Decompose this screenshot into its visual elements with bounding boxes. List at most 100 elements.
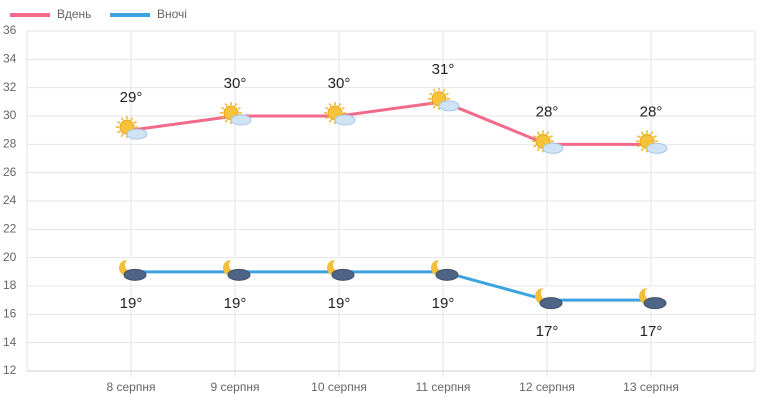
- sun-ray: [224, 119, 228, 123]
- cloud: [435, 268, 459, 281]
- data-label: 19°: [224, 295, 247, 312]
- sun-ray: [650, 131, 654, 135]
- sun-ray: [133, 121, 137, 124]
- sun-ray: [224, 103, 228, 107]
- data-label: 19°: [120, 295, 143, 312]
- weather-icon: [116, 116, 148, 140]
- data-label: 30°: [224, 75, 247, 92]
- moon-cut: [541, 286, 555, 301]
- data-label: 19°: [328, 295, 351, 312]
- y-tick-label: 34: [3, 52, 17, 66]
- cloud: [539, 297, 563, 310]
- y-tick-label: 30: [3, 108, 17, 122]
- data-label: 28°: [640, 103, 663, 120]
- sun-ray: [546, 131, 550, 135]
- sun-ray: [120, 133, 124, 138]
- sun-ray: [237, 106, 241, 110]
- cloud: [438, 100, 460, 112]
- sun-ray: [637, 144, 641, 148]
- y-tick-label: 26: [3, 165, 17, 179]
- sun-ray: [328, 119, 332, 123]
- sun-ray: [637, 135, 641, 138]
- sun-ray: [640, 147, 644, 152]
- x-tick-label: 9 серпня: [211, 380, 260, 394]
- sun-ray: [328, 103, 332, 107]
- sun-ray: [117, 130, 121, 134]
- y-tick-label: 32: [3, 80, 17, 94]
- sun-ray: [432, 105, 436, 109]
- x-tick-label: 8 серпня: [107, 380, 156, 394]
- moon-cut: [229, 257, 243, 272]
- moon-cut: [437, 257, 451, 272]
- series-line: [130, 100, 651, 146]
- cloud: [643, 297, 667, 310]
- sun-ray: [117, 121, 121, 124]
- weather-icon: [535, 286, 563, 310]
- x-tick-label: 12 серпня: [519, 380, 575, 394]
- sun-ray: [338, 103, 342, 107]
- sun-ray: [536, 131, 540, 135]
- x-tick-label: 11 серпня: [416, 380, 471, 394]
- data-label: 30°: [328, 75, 351, 92]
- sun-ray: [120, 117, 124, 121]
- data-label: 31°: [432, 61, 455, 78]
- moon-cut: [645, 286, 659, 301]
- cloud: [126, 128, 148, 140]
- sun-ray: [549, 135, 553, 138]
- sun-ray: [221, 116, 225, 120]
- series-line: [131, 270, 651, 302]
- sun-ray: [325, 106, 329, 110]
- data-label: 19°: [432, 295, 455, 312]
- sun-ray: [234, 103, 238, 107]
- sun-ray: [653, 135, 657, 138]
- sun-ray: [536, 147, 540, 152]
- cloud: [230, 114, 252, 126]
- cloud: [123, 268, 147, 281]
- weather-icon: [223, 257, 251, 281]
- weather-icon: [532, 130, 564, 154]
- weather-icon: [431, 257, 459, 281]
- weather-icon: [636, 130, 668, 154]
- y-tick-label: 12: [3, 363, 17, 377]
- sun-ray: [341, 106, 345, 110]
- sun-ray: [533, 144, 537, 148]
- weather-icon: [639, 286, 667, 310]
- y-tick-label: 20: [3, 250, 17, 264]
- x-tick-label: 13 серпня: [623, 380, 679, 394]
- moon-cut: [125, 257, 139, 272]
- sun-ray: [533, 135, 537, 138]
- weather-icon: [327, 257, 355, 281]
- cloud: [334, 114, 356, 126]
- cloud: [331, 268, 355, 281]
- weather-icon: [119, 257, 147, 281]
- sun-ray: [130, 117, 134, 121]
- y-tick-label: 24: [3, 193, 17, 207]
- sun-ray: [429, 102, 433, 105]
- moon-cut: [333, 257, 347, 272]
- cloud: [227, 268, 251, 281]
- legend-label: Вдень: [57, 7, 91, 21]
- sun-ray: [221, 106, 225, 110]
- data-label: 17°: [536, 323, 559, 340]
- weather-icon: [428, 87, 460, 112]
- legend-label: Вночі: [157, 7, 187, 21]
- y-tick-label: 16: [3, 307, 17, 321]
- y-tick-label: 28: [3, 137, 17, 151]
- sun-ray: [432, 88, 436, 93]
- x-tick-label: 10 серпня: [311, 380, 367, 394]
- cloud: [542, 142, 564, 154]
- cloud: [646, 142, 668, 154]
- data-label: 28°: [536, 103, 559, 120]
- y-tick-label: 36: [3, 23, 17, 37]
- y-tick-label: 14: [3, 335, 17, 349]
- data-label: 17°: [640, 323, 663, 340]
- sun-ray: [640, 131, 644, 135]
- y-tick-label: 18: [3, 278, 17, 292]
- sun-ray: [325, 116, 329, 120]
- y-tick-label: 22: [3, 222, 17, 236]
- sun-ray: [442, 88, 446, 93]
- sun-ray: [445, 92, 449, 96]
- data-label: 29°: [120, 89, 143, 106]
- weather-icon: [324, 102, 356, 126]
